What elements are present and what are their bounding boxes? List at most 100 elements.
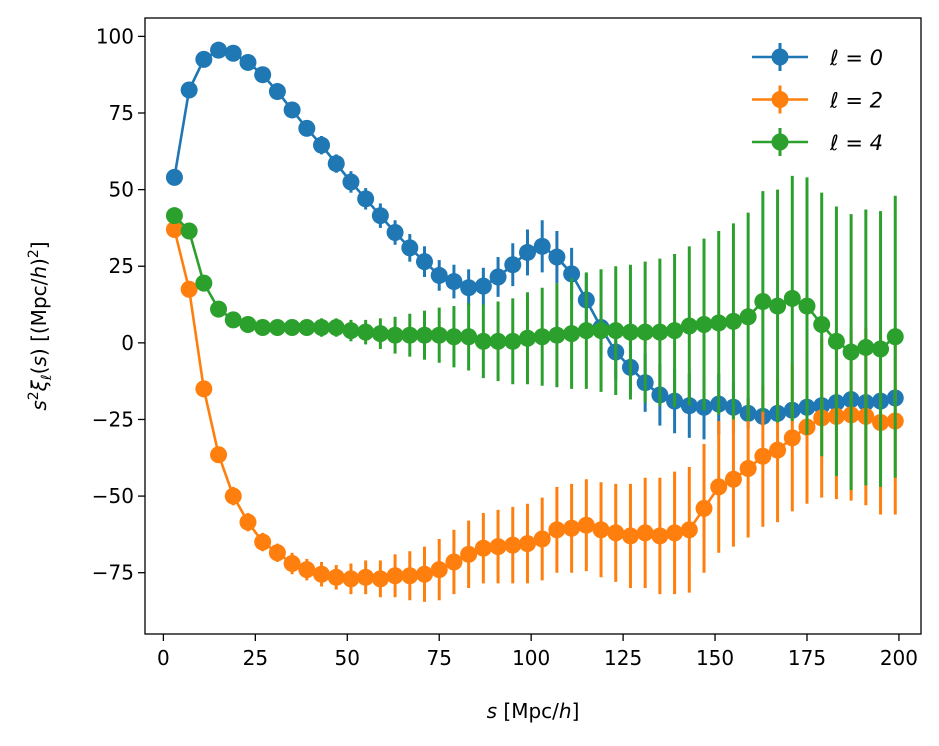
data-point	[636, 323, 654, 341]
data-point	[563, 519, 581, 537]
data-point	[298, 119, 316, 137]
legend-marker	[771, 91, 789, 108]
data-point	[445, 273, 463, 291]
data-point	[460, 545, 478, 563]
data-point	[357, 190, 375, 208]
data-point	[386, 567, 404, 585]
data-point	[195, 50, 213, 68]
data-point	[621, 323, 639, 341]
data-point	[489, 268, 507, 286]
data-point	[607, 524, 625, 542]
data-point	[548, 521, 566, 539]
data-point	[783, 429, 801, 447]
x-tick-label: 50	[335, 646, 360, 670]
ticks-layer: 0 25 50 75 100 125 150 175 200 −75 −50 −25 0 25 50 75 10…	[92, 24, 918, 670]
legend-marker	[771, 133, 789, 151]
data-point	[268, 319, 286, 337]
data-point	[724, 470, 742, 488]
legend: ℓ = 0 ℓ = 2 ℓ = 4	[752, 43, 883, 156]
data-point	[224, 487, 242, 505]
data-point	[342, 322, 360, 340]
data-point	[224, 311, 242, 329]
legend-label: ℓ = 4	[829, 131, 883, 155]
data-point	[666, 322, 684, 340]
data-point	[401, 326, 419, 344]
legend-marker	[771, 48, 789, 66]
data-point	[254, 319, 272, 337]
legend-item-2: ℓ = 4	[752, 128, 883, 156]
data-point	[283, 101, 301, 119]
y-axis-label: s2ξℓ(s) [(Mpc/h)2]	[26, 241, 55, 410]
data-point	[474, 332, 492, 350]
data-point	[460, 279, 478, 297]
data-point	[430, 561, 448, 579]
data-point	[533, 237, 551, 255]
data-point	[592, 322, 610, 340]
series-2	[165, 175, 904, 490]
data-point	[695, 499, 713, 517]
x-tick-label: 150	[696, 646, 734, 670]
data-point	[401, 239, 419, 257]
data-point	[416, 565, 434, 583]
y-tick-label: 25	[109, 254, 134, 278]
data-point	[283, 319, 301, 337]
data-point	[445, 328, 463, 346]
data-point	[754, 292, 772, 310]
data-point	[416, 253, 434, 271]
data-point	[357, 323, 375, 341]
data-point	[621, 527, 639, 545]
y-tick-label: −75	[92, 561, 134, 585]
data-point	[180, 280, 198, 298]
data-point	[239, 315, 257, 333]
data-point	[504, 256, 522, 274]
data-point	[371, 570, 389, 588]
data-point	[210, 446, 228, 464]
data-point	[180, 222, 198, 240]
data-point	[857, 338, 875, 356]
data-point	[327, 319, 345, 337]
x-tick-label: 0	[157, 646, 170, 670]
data-point	[357, 568, 375, 586]
y-tick-label: 50	[109, 178, 134, 202]
data-point	[813, 315, 831, 333]
data-point	[283, 555, 301, 573]
x-tick-label: 200	[880, 646, 918, 670]
series-layer	[165, 41, 904, 602]
x-tick-label: 25	[243, 646, 268, 670]
data-point	[445, 553, 463, 571]
data-point	[327, 155, 345, 173]
y-tick-label: −25	[92, 407, 134, 431]
legend-item-1: ℓ = 2	[752, 85, 883, 114]
data-point	[416, 326, 434, 344]
data-point	[386, 224, 404, 242]
data-point	[268, 544, 286, 562]
data-point	[342, 173, 360, 191]
y-tick-label: −50	[92, 484, 134, 508]
data-point	[739, 460, 757, 478]
data-point	[254, 533, 272, 551]
data-point	[577, 322, 595, 340]
data-point	[165, 220, 183, 238]
data-point	[680, 317, 698, 335]
data-point	[592, 521, 610, 539]
x-axis-label: s [Mpc/h]	[487, 699, 580, 723]
data-point	[827, 332, 845, 350]
plot-frame	[144, 17, 922, 635]
data-point	[371, 207, 389, 225]
series-line	[173, 48, 896, 418]
data-point	[754, 447, 772, 465]
data-point	[504, 536, 522, 554]
x-tick-label: 100	[512, 646, 550, 670]
data-point	[636, 524, 654, 542]
data-point	[533, 530, 551, 548]
data-point	[842, 343, 860, 361]
legend-label: ℓ = 2	[829, 89, 883, 113]
data-point	[651, 527, 669, 545]
data-point	[886, 328, 904, 346]
data-point	[783, 289, 801, 307]
data-point	[577, 516, 595, 534]
data-point	[313, 136, 331, 154]
data-point	[430, 266, 448, 284]
data-point	[327, 568, 345, 586]
